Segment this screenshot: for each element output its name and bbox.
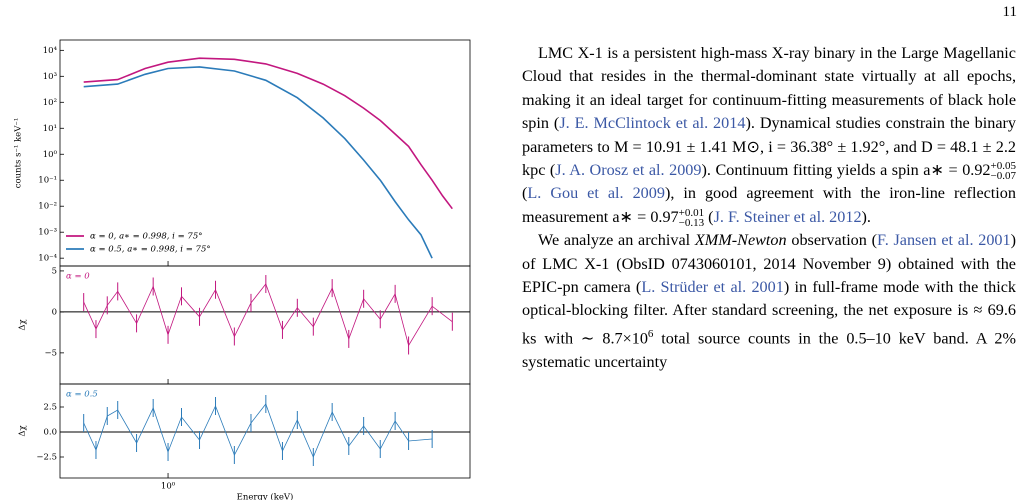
text-run: XMM-Newton	[694, 231, 787, 250]
legend-label: α = 0.5, a∗ = 0.998, i = 75°	[90, 245, 211, 255]
y-tick-label: 10³	[43, 72, 57, 82]
panel-label: α = 0.5	[66, 390, 98, 400]
text-run: observation (	[786, 231, 877, 250]
text-run: ), in good agreement with the iron-line …	[522, 184, 1016, 226]
legend-label: α = 0, a∗ = 0.998, i = 75°	[90, 232, 203, 242]
text-run: ) of LMC X-1 (ObsID 0743060101, 2014 Nov…	[522, 231, 1016, 297]
citation[interactable]: J. E. McClintock et al. 2014	[559, 114, 746, 133]
axes-frame	[59, 383, 471, 479]
x-axis-label: Energy (keV)	[237, 492, 294, 500]
citation[interactable]: J. A. Orosz et al. 2009	[555, 161, 702, 180]
residual-line	[83, 403, 433, 459]
y-tick-label: −2.5	[36, 453, 57, 463]
page-number: 11	[1002, 4, 1017, 20]
sup-sub: +0.05 −0.07	[990, 160, 1016, 183]
text-run: (	[704, 207, 714, 226]
y-tick-label: 0.0	[43, 428, 57, 438]
y-tick-label: −5	[44, 348, 57, 358]
citation[interactable]: L. Gou et al. 2009	[527, 184, 665, 203]
y-tick-label: 10⁻¹	[38, 176, 57, 186]
y-axis-label: Δχ	[18, 319, 28, 330]
y-tick-label: 10⁻²	[38, 202, 57, 212]
y-tick-label: 10⁻⁴	[38, 254, 57, 264]
citation[interactable]: J. F. Steiner et al. 2012	[713, 207, 862, 226]
superscript: +0.05	[990, 160, 1016, 173]
y-tick-label: 5	[52, 266, 57, 276]
text-run: ). Continuum fitting yields a spin a∗ = …	[701, 161, 991, 180]
y-tick-label: 10²	[43, 98, 57, 108]
subscript: −0.07	[990, 170, 1016, 183]
paragraph: We analyze an archival XMM-Newton observ…	[522, 229, 1016, 374]
axes-frame	[59, 265, 471, 385]
y-tick-label: 10⁰	[43, 150, 58, 160]
y-tick-label: 2.5	[43, 403, 57, 413]
y-axis-label: counts s⁻¹ keV⁻¹	[14, 118, 24, 188]
y-tick-label: 10⁴	[43, 46, 58, 56]
citation[interactable]: L. Strüder et al. 2001	[641, 278, 784, 297]
citation[interactable]: F. Jansen et al. 2001	[877, 231, 1011, 250]
panel-label: α = 0	[66, 272, 90, 282]
x-tick-label: 10⁰	[161, 482, 176, 492]
y-tick-label: 0	[52, 307, 57, 317]
figure: 10⁴ 10³ 10² 10¹ 10⁰ 10⁻¹ 10⁻² 10⁻³ 10⁻⁴ counts s⁻…	[14, 39, 471, 500]
text-run: ).	[861, 207, 871, 226]
text-run: total source counts in the 0.5–10 keV ba…	[522, 329, 1016, 371]
paragraph: LMC X-1 is a persistent high-mass X-ray …	[522, 42, 1016, 229]
y-tick-label: 10⁻³	[38, 228, 57, 238]
spectrum-line	[83, 66, 433, 259]
y-axis-label: Δχ	[18, 425, 28, 436]
text-run: ) in full-frame mode with the thick opti…	[522, 278, 1016, 348]
y-tick-label: 10¹	[43, 124, 57, 134]
body-text: LMC X-1 is a persistent high-mass X-ray …	[522, 42, 1016, 500]
text-run: We analyze an archival	[538, 231, 695, 250]
spectrum-line	[83, 57, 453, 210]
text-run: LMC X-1 is a persistent high-mass X-ray …	[522, 44, 1016, 133]
text-run: (	[522, 184, 528, 203]
residual-line	[83, 283, 453, 347]
text-run: ). Dynamical studies constrain the binar…	[522, 114, 1016, 180]
sup-sub: +0.01 −0.13	[678, 207, 705, 230]
superscript: +0.01	[678, 207, 705, 220]
subscript: −0.13	[678, 217, 705, 230]
superscript: 6	[647, 327, 654, 340]
